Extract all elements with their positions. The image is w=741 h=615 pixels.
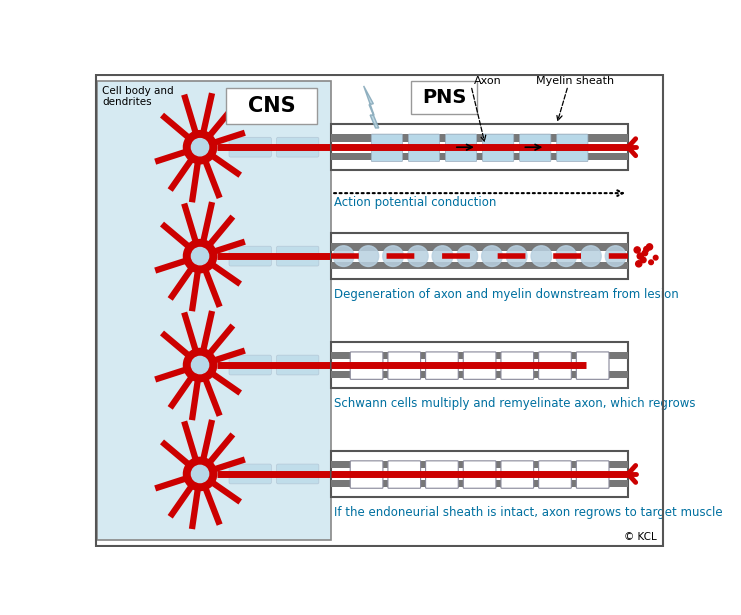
FancyBboxPatch shape <box>331 153 628 161</box>
FancyBboxPatch shape <box>576 352 609 379</box>
Circle shape <box>482 246 502 266</box>
Circle shape <box>191 357 209 374</box>
Text: Action potential conduction: Action potential conduction <box>334 196 496 210</box>
Circle shape <box>333 246 354 266</box>
FancyBboxPatch shape <box>276 355 319 375</box>
FancyBboxPatch shape <box>501 461 534 488</box>
Circle shape <box>184 458 216 491</box>
FancyBboxPatch shape <box>229 246 271 266</box>
FancyBboxPatch shape <box>331 480 628 487</box>
FancyBboxPatch shape <box>276 137 319 157</box>
Circle shape <box>646 244 653 250</box>
Circle shape <box>191 247 209 264</box>
Circle shape <box>457 246 478 266</box>
Text: Myelin sheath: Myelin sheath <box>536 76 614 85</box>
Circle shape <box>191 466 209 483</box>
FancyBboxPatch shape <box>331 134 628 141</box>
Circle shape <box>649 260 654 264</box>
Text: CNS: CNS <box>247 95 295 116</box>
Text: © KCL: © KCL <box>624 531 657 542</box>
Circle shape <box>634 247 640 253</box>
FancyBboxPatch shape <box>229 355 271 375</box>
FancyBboxPatch shape <box>276 464 319 484</box>
FancyBboxPatch shape <box>331 342 628 388</box>
FancyBboxPatch shape <box>226 88 317 124</box>
Circle shape <box>654 255 658 260</box>
FancyBboxPatch shape <box>519 134 551 162</box>
FancyBboxPatch shape <box>539 461 571 488</box>
Circle shape <box>506 246 527 266</box>
Circle shape <box>184 130 216 164</box>
Text: If the endoneurial sheath is intact, axon regrows to target muscle: If the endoneurial sheath is intact, axo… <box>334 506 722 518</box>
FancyBboxPatch shape <box>371 134 402 162</box>
Circle shape <box>636 261 642 267</box>
FancyBboxPatch shape <box>97 81 331 540</box>
FancyBboxPatch shape <box>331 451 628 497</box>
Text: PNS: PNS <box>422 88 466 107</box>
FancyBboxPatch shape <box>463 352 496 379</box>
FancyBboxPatch shape <box>350 461 383 488</box>
FancyBboxPatch shape <box>388 352 421 379</box>
Polygon shape <box>364 86 379 128</box>
Circle shape <box>432 246 453 266</box>
FancyBboxPatch shape <box>331 461 628 469</box>
FancyBboxPatch shape <box>501 352 534 379</box>
Circle shape <box>191 138 209 156</box>
FancyBboxPatch shape <box>276 246 319 266</box>
Circle shape <box>556 246 576 266</box>
FancyBboxPatch shape <box>463 461 496 488</box>
FancyBboxPatch shape <box>331 262 628 269</box>
Circle shape <box>644 247 649 252</box>
Circle shape <box>605 246 626 266</box>
Text: Axon: Axon <box>474 76 502 85</box>
FancyBboxPatch shape <box>445 134 476 162</box>
Circle shape <box>408 246 428 266</box>
Circle shape <box>642 250 648 256</box>
FancyBboxPatch shape <box>556 134 588 162</box>
Text: Degeneration of axon and myelin downstream from lesion: Degeneration of axon and myelin downstre… <box>334 288 679 301</box>
FancyBboxPatch shape <box>331 243 628 250</box>
Text: Schwann cells multiply and remyelinate axon, which regrows: Schwann cells multiply and remyelinate a… <box>334 397 696 410</box>
Circle shape <box>641 257 646 263</box>
FancyBboxPatch shape <box>539 352 571 379</box>
FancyBboxPatch shape <box>229 464 271 484</box>
Circle shape <box>358 246 379 266</box>
FancyBboxPatch shape <box>331 233 628 279</box>
FancyBboxPatch shape <box>408 134 439 162</box>
FancyBboxPatch shape <box>350 352 383 379</box>
FancyBboxPatch shape <box>425 352 458 379</box>
FancyBboxPatch shape <box>576 461 609 488</box>
Circle shape <box>531 246 552 266</box>
Circle shape <box>637 253 643 259</box>
Circle shape <box>580 246 601 266</box>
FancyBboxPatch shape <box>331 124 628 170</box>
FancyBboxPatch shape <box>229 137 271 157</box>
FancyBboxPatch shape <box>331 352 628 359</box>
FancyBboxPatch shape <box>411 81 476 114</box>
Circle shape <box>184 349 216 381</box>
FancyBboxPatch shape <box>331 371 628 378</box>
FancyBboxPatch shape <box>388 461 421 488</box>
Circle shape <box>184 239 216 272</box>
Text: Cell body and
dendrites: Cell body and dendrites <box>102 85 173 107</box>
FancyBboxPatch shape <box>425 461 458 488</box>
FancyBboxPatch shape <box>482 134 514 162</box>
Circle shape <box>383 246 403 266</box>
